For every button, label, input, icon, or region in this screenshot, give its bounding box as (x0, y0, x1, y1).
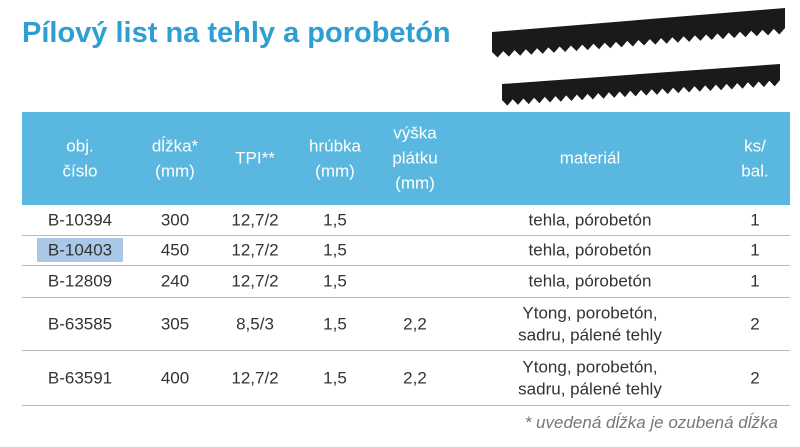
table-cell: 1,5 (323, 240, 347, 260)
table-header (22, 112, 790, 205)
table-cell: sadru, pálené tehly (518, 325, 662, 344)
row-separator (22, 405, 790, 406)
table-cell: 1,5 (323, 271, 347, 291)
table-cell: tehla, pórobetón (528, 210, 652, 230)
table-cell: 1 (750, 271, 760, 291)
table-cell: Ytong, porobetón, (522, 357, 658, 376)
blade-image (492, 8, 785, 106)
table-cell: B-63591 (47, 368, 113, 387)
table-cell: 12,7/2 (231, 271, 279, 291)
table-cell: 12,7/2 (231, 240, 279, 260)
table-cell: sadru, pálené tehly (518, 379, 662, 398)
table-cell: 450 (160, 240, 190, 260)
table-cell: 300 (160, 210, 190, 230)
header-cell: (mm) (395, 173, 435, 193)
blade (492, 8, 785, 58)
table-cell: B-63585 (47, 314, 113, 333)
table-cell: 305 (160, 314, 190, 333)
table-cell: 2,2 (403, 368, 427, 387)
table-cell: 1,5 (323, 210, 347, 230)
header-cell: ks/ (744, 136, 766, 155)
table-cell: 400 (160, 368, 190, 387)
row-separator (22, 297, 790, 298)
table-cell: 240 (160, 271, 190, 291)
table-cell: 1,5 (323, 368, 347, 387)
table-cell: Ytong, porobetón, (522, 303, 658, 322)
header-cell: materiál (559, 148, 621, 168)
table-cell: 1 (750, 240, 760, 260)
table-cell: 8,5/3 (236, 314, 274, 333)
table-cell: B-10394 (47, 210, 113, 230)
table-cell: 12,7/2 (231, 368, 279, 387)
header-cell: bal. (741, 161, 769, 180)
header-cell: číslo (62, 161, 98, 180)
table-cell: 2 (750, 314, 760, 333)
blade (502, 64, 780, 106)
table-cell: tehla, pórobetón (528, 240, 652, 260)
header-cell: výška (393, 123, 437, 143)
table-cell: 1,5 (323, 314, 347, 333)
header-cell: hrúbka (309, 136, 361, 155)
table-cell: B-12809 (47, 271, 113, 291)
row-separator (22, 235, 790, 236)
row-separator (22, 350, 790, 351)
header-cell: dĺžka* (151, 136, 199, 155)
header-cell: obj. (66, 136, 94, 155)
table-cell: 2,2 (403, 314, 427, 333)
footnote: * uvedená dĺžka je ozubená dĺžka (524, 413, 778, 432)
table-cell: 1 (750, 210, 760, 230)
table-cell: 2 (750, 368, 760, 387)
title: Pílový list na tehly a porobetón (22, 17, 451, 49)
header-cell: plátku (392, 148, 438, 168)
header-cell: (mm) (315, 161, 355, 180)
header-cell: TPI** (235, 148, 275, 168)
selection (37, 238, 123, 262)
table-cell: 12,7/2 (231, 210, 279, 230)
row-separator (22, 265, 790, 266)
table-cell: B-10403 (47, 240, 113, 260)
header-cell: (mm) (155, 161, 195, 180)
table-cell: tehla, pórobetón (528, 271, 652, 291)
